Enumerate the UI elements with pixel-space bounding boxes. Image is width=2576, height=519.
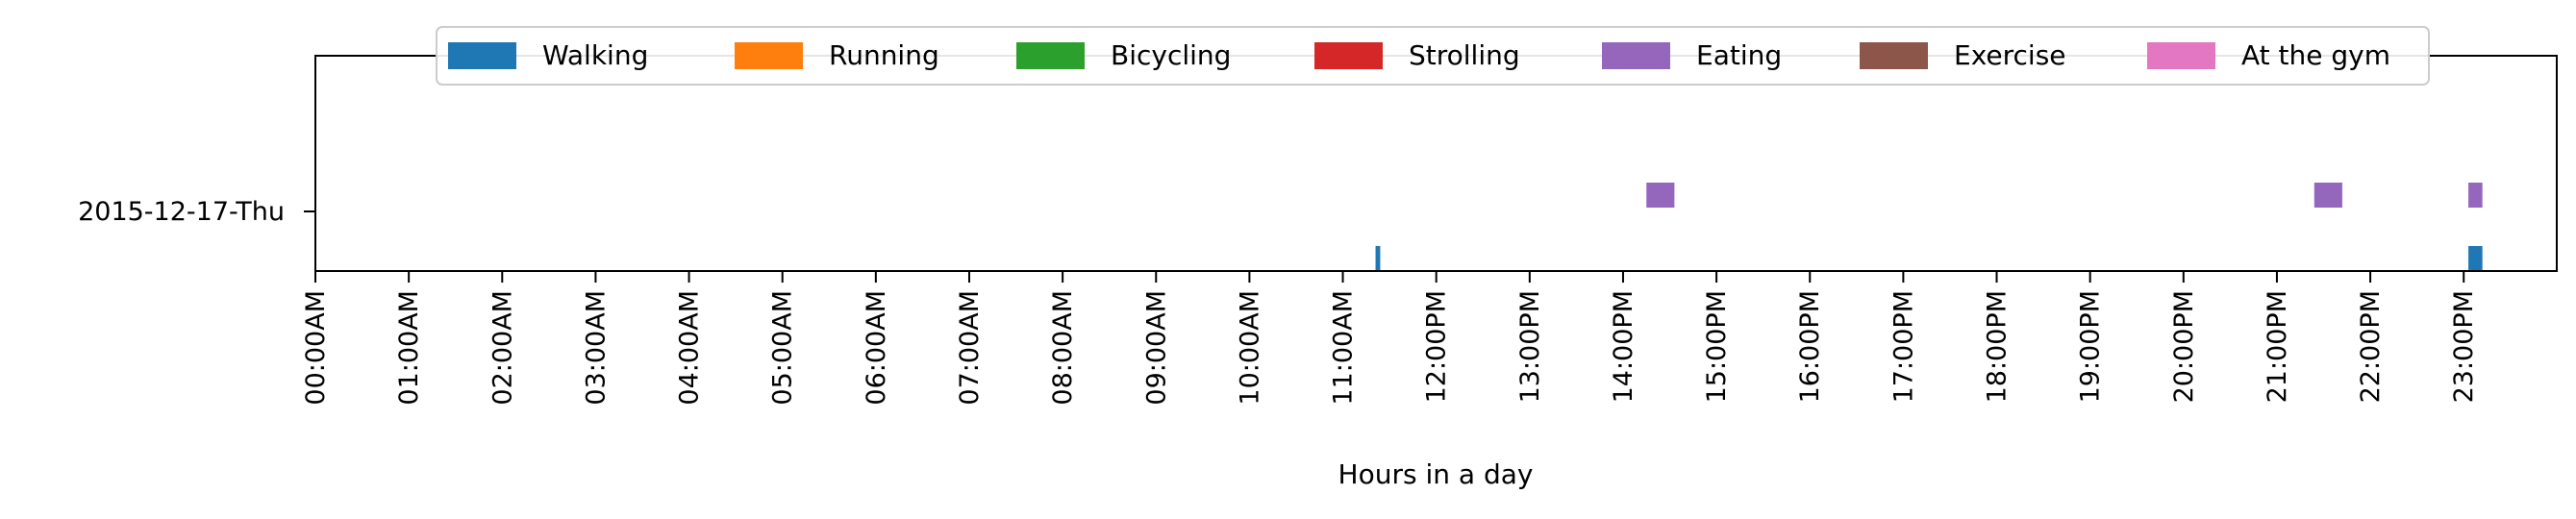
x-tick-label: 12:00PM	[1422, 290, 1452, 403]
legend-swatch-exercise	[1860, 42, 1928, 69]
x-tick-label: 18:00PM	[1983, 290, 2013, 403]
legend-swatch-walking	[448, 42, 516, 69]
x-tick-label: 01:00AM	[394, 290, 424, 406]
x-axis-label: Hours in a day	[1338, 458, 1534, 490]
x-tick-label: 16:00PM	[1795, 290, 1825, 403]
x-axis-ticks: 00:00AM 01:00AM 02:00AM 03:00AM 04:00AM 05:00…	[301, 271, 2479, 406]
legend-entry: Strolling	[1409, 39, 1520, 71]
legend-swatch-bicycling	[1016, 42, 1085, 69]
x-tick-label: 23:00PM	[2449, 290, 2479, 403]
legend-entry: At the gym	[2241, 39, 2390, 71]
bar-eating	[2313, 183, 2342, 208]
legend-entry: Exercise	[1954, 39, 2066, 71]
x-tick-label: 20:00PM	[2169, 290, 2199, 403]
y-tick-label: 2015-12-17-Thu	[78, 197, 285, 227]
x-tick-label: 08:00AM	[1048, 290, 1078, 406]
x-tick-label: 00:00AM	[301, 290, 331, 406]
legend-swatch-running	[735, 42, 803, 69]
x-tick-label: 10:00AM	[1235, 290, 1264, 406]
x-tick-label: 13:00PM	[1515, 290, 1545, 403]
legend: Walking Running Bicycling Strolling Eating Ex…	[436, 26, 2430, 86]
x-tick-label: 05:00AM	[768, 290, 798, 406]
bars-layer	[1375, 183, 2483, 271]
x-tick-label: 17:00PM	[1888, 290, 1918, 403]
bar-walking	[2468, 246, 2483, 271]
x-tick-label: 19:00PM	[2076, 290, 2106, 403]
x-tick-label: 07:00AM	[955, 290, 985, 406]
x-tick-label: 22:00PM	[2356, 290, 2386, 403]
x-tick-label: 06:00AM	[862, 290, 891, 406]
x-tick-label: 09:00AM	[1141, 290, 1171, 406]
x-tick-label: 03:00AM	[581, 290, 611, 406]
bar-eating	[2468, 183, 2483, 208]
x-tick-label: 15:00PM	[1702, 290, 1732, 403]
x-tick-label: 11:00AM	[1329, 290, 1359, 406]
legend-swatch-at-the-gym	[2147, 42, 2215, 69]
legend-entry: Bicycling	[1111, 39, 1231, 71]
bar-eating	[1646, 183, 1675, 208]
legend-box	[436, 26, 2430, 86]
legend-swatch-strolling	[1314, 42, 1383, 69]
plot-frame	[314, 55, 2558, 272]
legend-entry: Eating	[1696, 39, 1782, 71]
x-tick-label: 21:00PM	[2263, 290, 2292, 403]
legend-entry: Running	[829, 39, 939, 71]
x-tick-label: 14:00PM	[1609, 290, 1638, 403]
x-tick-label: 04:00AM	[675, 290, 705, 406]
x-tick-label: 02:00AM	[488, 290, 517, 406]
legend-swatch-eating	[1602, 42, 1670, 69]
bar-walking	[1375, 246, 1381, 271]
legend-entry: Walking	[542, 39, 648, 71]
